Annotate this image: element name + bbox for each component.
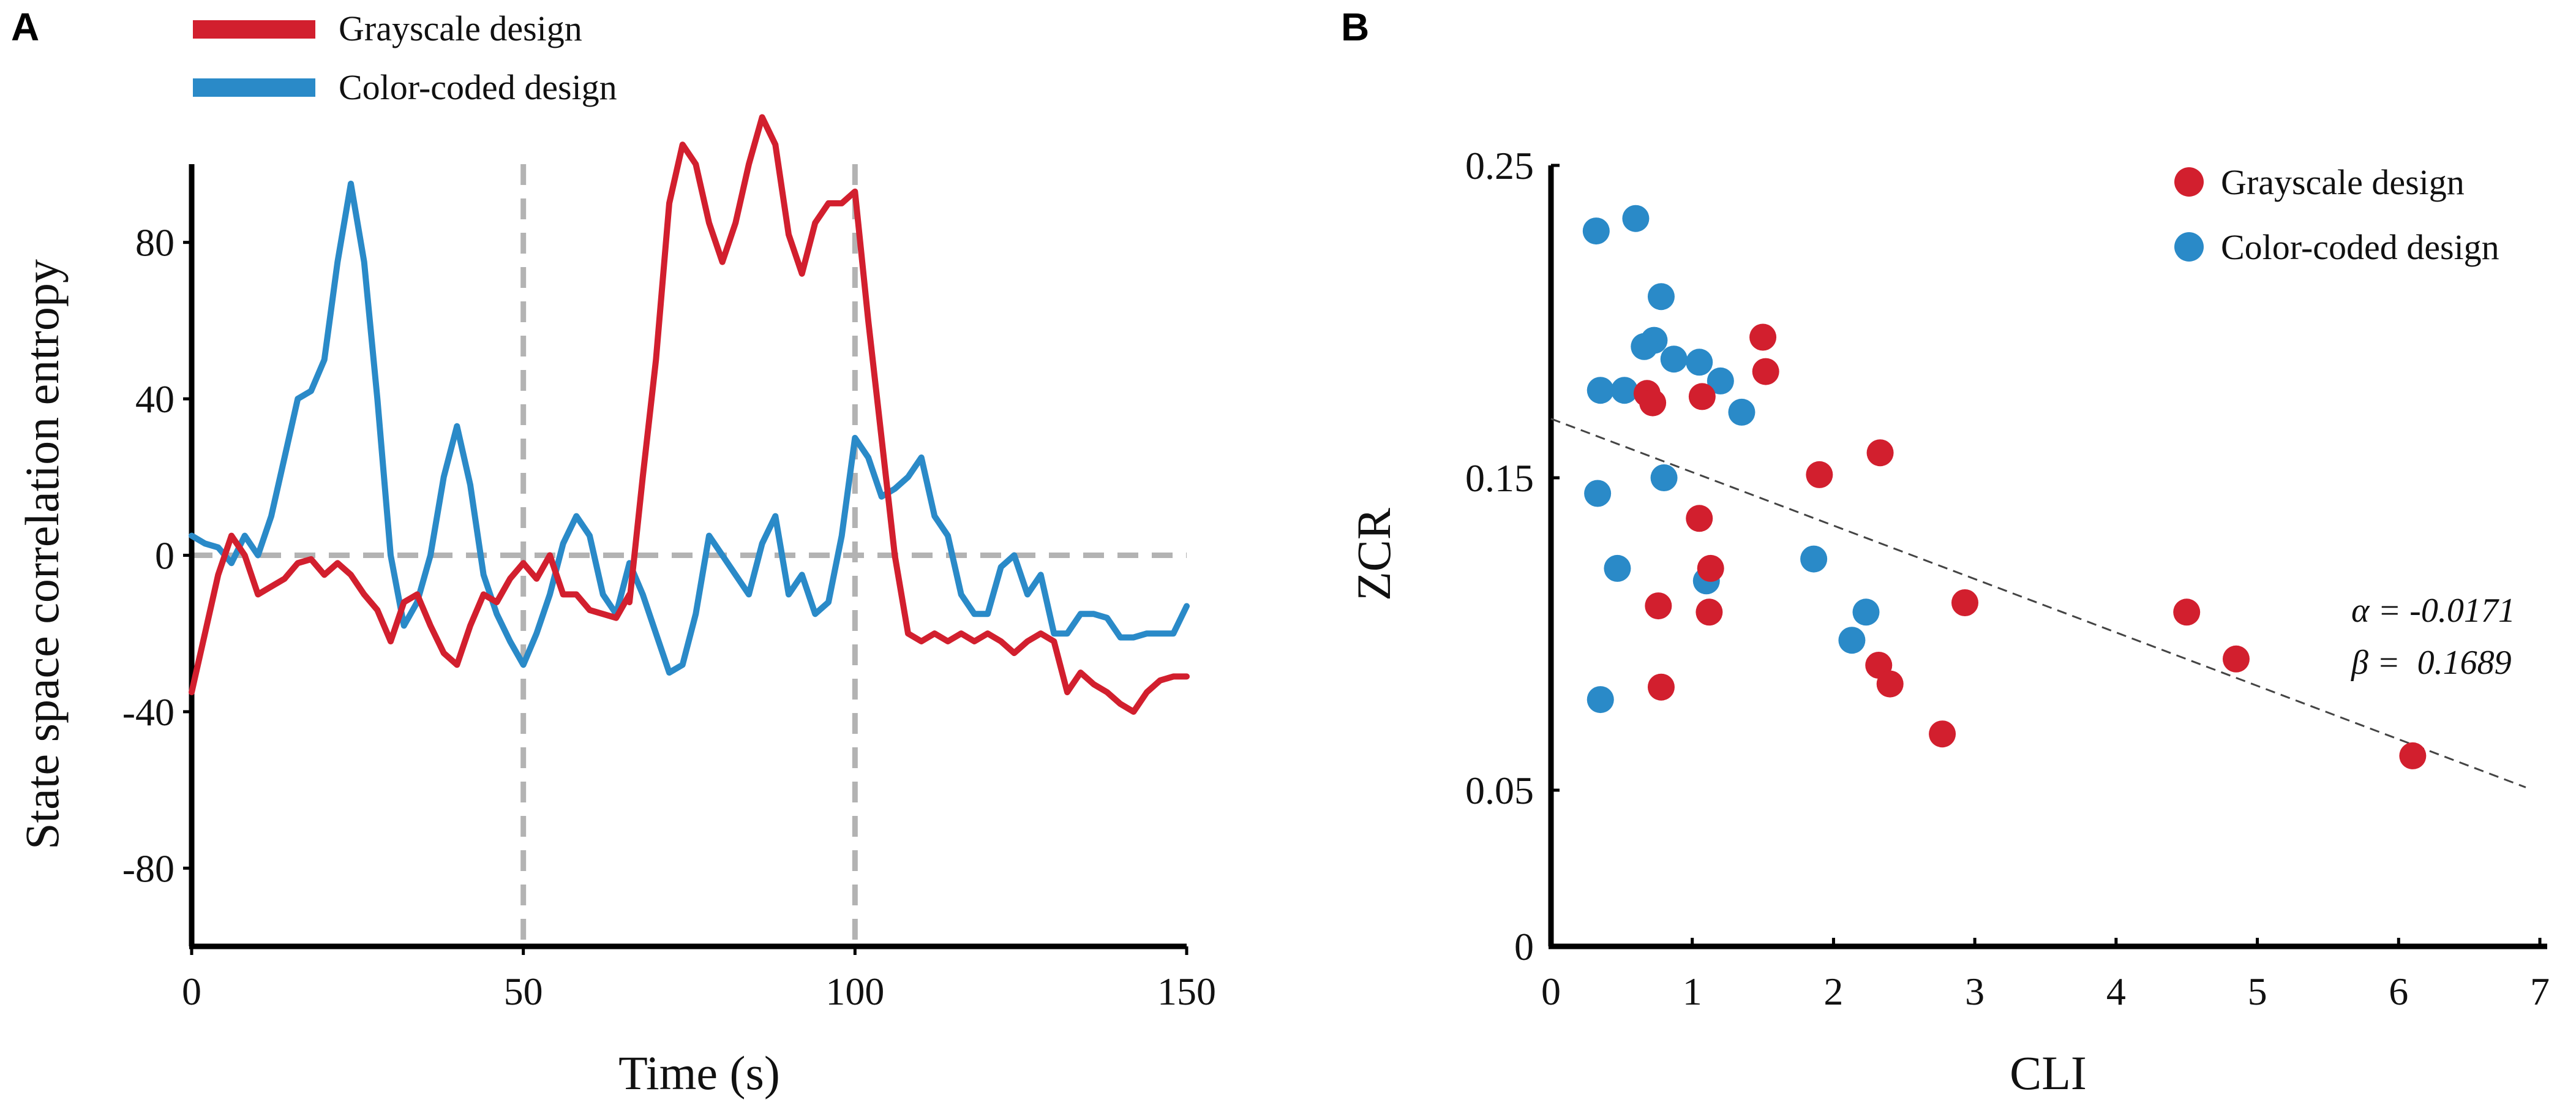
point-grayscale [2399, 742, 2427, 769]
x-tick-label-b: 5 [2248, 970, 2267, 1013]
point-grayscale [1929, 720, 1956, 748]
regression-line [1550, 418, 2526, 788]
point-grayscale [1749, 323, 1777, 351]
point-grayscale [1951, 589, 1978, 616]
point-color-coded [1707, 367, 1734, 394]
x-tick-label-b: 0 [1541, 970, 1561, 1013]
legend-b-label-color: Color-coded design [2221, 227, 2499, 267]
point-grayscale [1695, 598, 1723, 626]
legend-a-label-color: Color-coded design [339, 67, 617, 107]
point-grayscale [1697, 554, 1724, 582]
reference-lines-a [192, 164, 1187, 946]
point-color-coded [1647, 283, 1675, 311]
y-tick-label-b: 0.05 [1465, 769, 1534, 812]
x-tick-label-a: 150 [1157, 970, 1216, 1013]
points-b [1582, 205, 2427, 769]
series-line-color-coded-0 [189, 180, 1190, 676]
y-tick-label-a: -40 [122, 690, 175, 734]
point-grayscale [1647, 673, 1675, 701]
point-color-coded [1650, 464, 1678, 491]
y-axis-title-b: ZCR [1347, 508, 1400, 601]
point-grayscale [1876, 670, 1904, 698]
point-color-coded [1660, 345, 1688, 373]
point-grayscale [1688, 383, 1716, 410]
point-color-coded [1852, 598, 1880, 626]
point-color-coded [1587, 686, 1614, 714]
point-grayscale [2173, 598, 2201, 626]
panel-b: B 0 1 2 3 4 5 6 7 0 0.05 0.15 0.25 Grayscale design… [1341, 5, 2550, 1100]
point-color-coded [1838, 627, 1866, 654]
panel-a-label: A [11, 5, 39, 49]
y-tick-label-a: 40 [135, 377, 175, 421]
y-tick-label-a: 80 [135, 221, 175, 265]
point-grayscale [1806, 461, 1833, 488]
point-color-coded [1631, 333, 1658, 360]
point-color-coded [1610, 377, 1638, 404]
y-tick-label-b: 0.25 [1465, 144, 1534, 187]
legend-a-label-grayscale: Grayscale design [339, 9, 582, 48]
point-color-coded [1604, 554, 1631, 582]
annotation-beta: β = 0.1689 [2351, 644, 2512, 682]
point-color-coded [1728, 398, 1756, 426]
y-tick-label-b: 0.15 [1465, 456, 1534, 500]
panel-b-label: B [1341, 5, 1369, 49]
legend-b-marker-grayscale [2174, 167, 2204, 197]
annotation-alpha: α = -0.0171 [2351, 592, 2515, 630]
x-tick-label-b: 3 [1965, 970, 1985, 1013]
legend-b-label-grayscale: Grayscale design [2221, 162, 2465, 202]
point-grayscale [2222, 645, 2250, 673]
ticks-a: 0 50 100 150 80 40 0 -40 -80 [122, 221, 1216, 1013]
point-grayscale [1645, 592, 1672, 620]
series-line-grayscale-0 [189, 532, 633, 695]
point-color-coded [1622, 205, 1650, 232]
point-grayscale [1866, 439, 1894, 467]
x-tick-label-a: 0 [182, 970, 201, 1013]
point-grayscale [1686, 505, 1713, 532]
x-tick-label-a: 100 [825, 970, 884, 1013]
y-tick-label-a: 0 [155, 534, 175, 578]
point-color-coded [1587, 377, 1614, 404]
point-color-coded [1584, 480, 1612, 507]
legend-b-marker-color [2174, 232, 2204, 262]
point-color-coded [1800, 545, 1828, 573]
point-color-coded [1686, 349, 1713, 376]
x-tick-label-a: 50 [504, 970, 543, 1013]
y-axis-title-a: State space correlation entropy [15, 259, 69, 850]
fit-line-b [1550, 418, 2526, 788]
point-grayscale [1639, 389, 1667, 417]
x-tick-label-b: 7 [2530, 970, 2550, 1013]
x-tick-label-b: 4 [2106, 970, 2126, 1013]
y-tick-label-b: 0 [1514, 925, 1534, 968]
y-tick-label-a: -80 [122, 847, 175, 890]
ticks-b: 0 1 2 3 4 5 6 7 0 0.05 0.15 0.25 [1465, 144, 2550, 1013]
point-grayscale [1752, 358, 1779, 385]
x-axis-title-b: CLI [2010, 1046, 2087, 1100]
x-tick-label-b: 1 [1683, 970, 1702, 1013]
series-line-grayscale-1 [626, 114, 1190, 715]
legend-b: Grayscale design Color-coded design [2174, 162, 2499, 267]
legend-a: Grayscale design Color-coded design [193, 9, 617, 107]
lines-a [189, 114, 1190, 715]
x-tick-label-b: 6 [2389, 970, 2408, 1013]
panel-a: A Grayscale design Color-coded design 0 5… [11, 5, 1216, 1100]
x-tick-label-b: 2 [1823, 970, 1843, 1013]
point-color-coded [1582, 217, 1610, 245]
x-axis-title-a: Time (s) [618, 1046, 780, 1100]
